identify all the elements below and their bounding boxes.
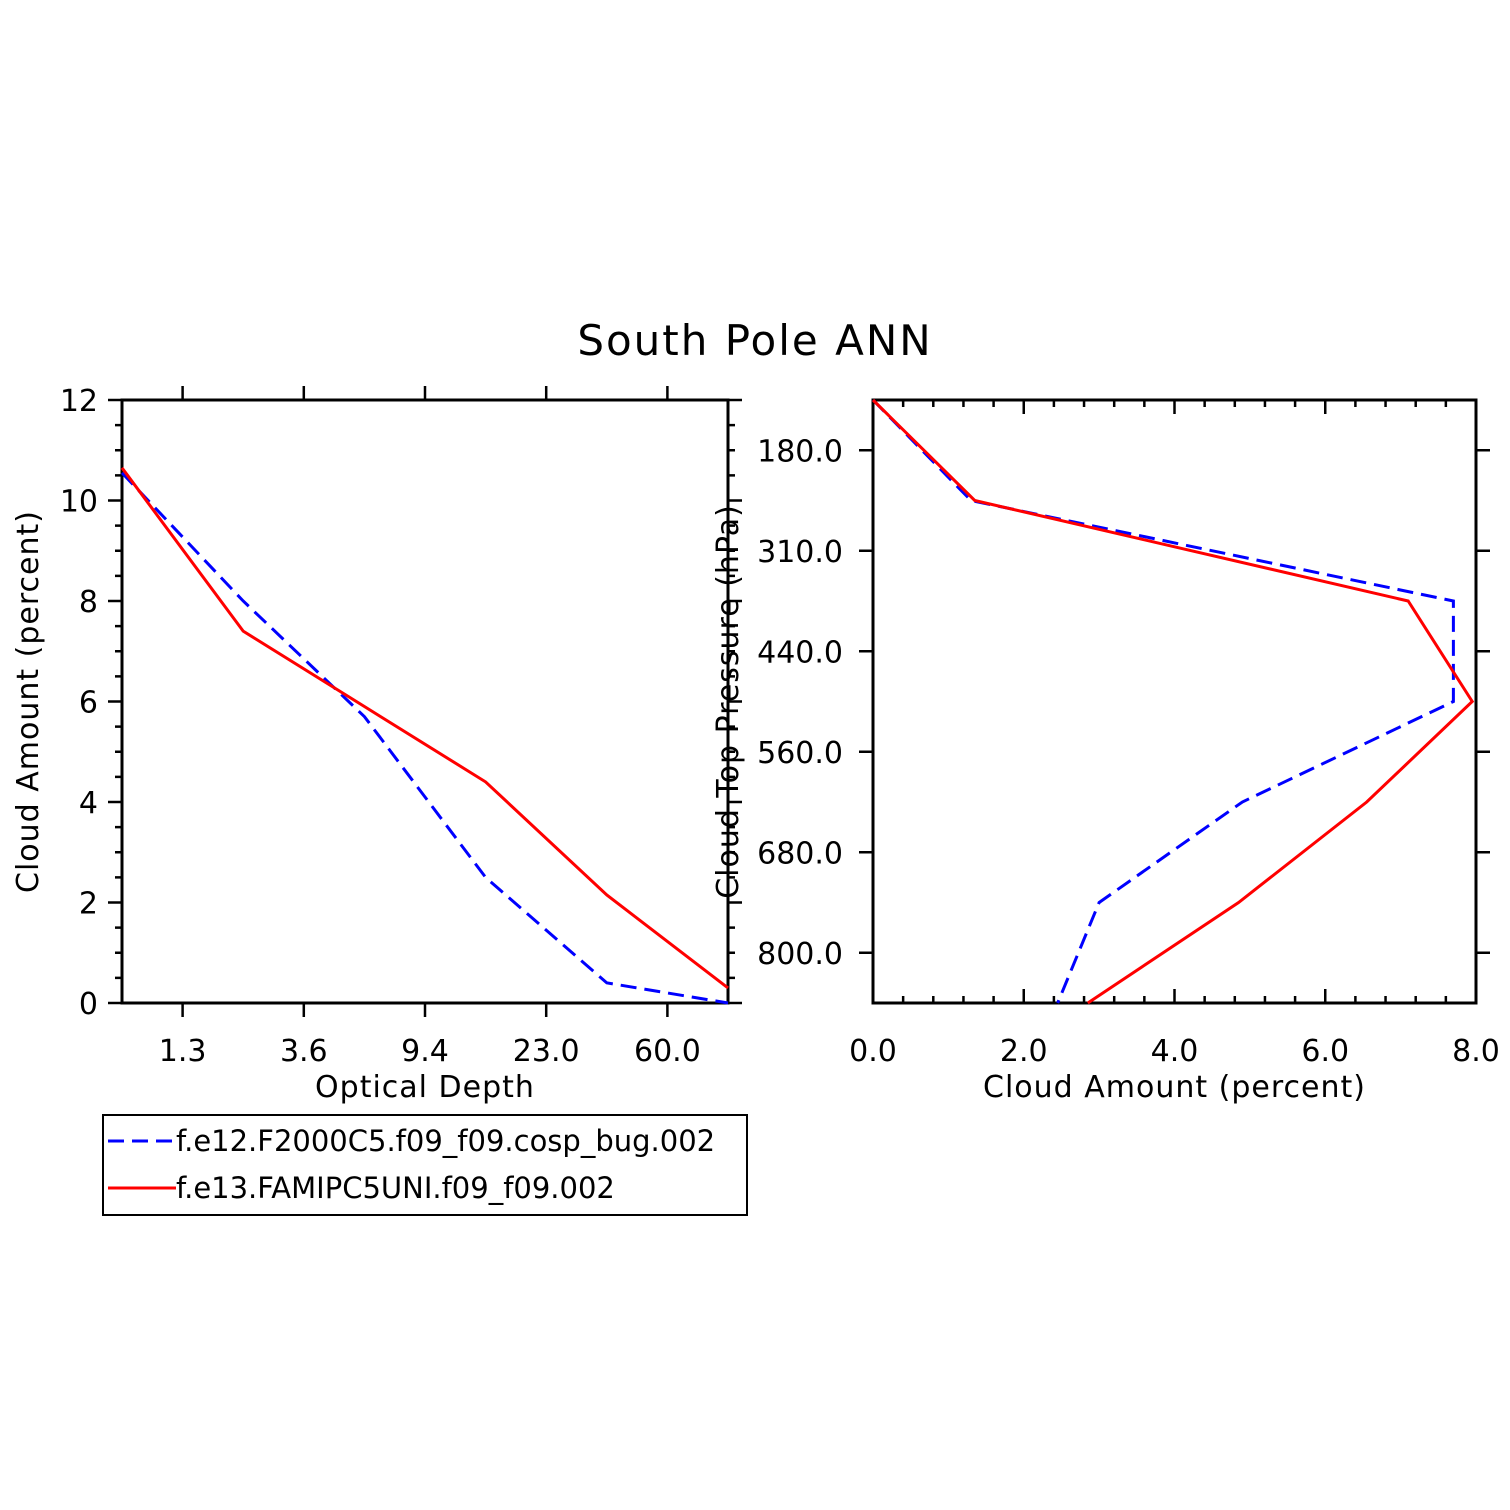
left-y-tick-label: 8 <box>79 585 98 620</box>
right-x-axis-label: Cloud Amount (percent) <box>983 1070 1366 1105</box>
left-series-line-1 <box>120 471 729 1005</box>
right-y-tick-label: 560.0 <box>757 736 843 771</box>
left-y-axis-label: Cloud Amount (percent) <box>11 510 46 893</box>
right-y-tick-label: 440.0 <box>757 635 843 670</box>
right-x-tick-label: 0.0 <box>849 1034 897 1069</box>
left-x-tick-label: 23.0 <box>513 1034 580 1069</box>
left-x-tick-label: 60.0 <box>634 1034 701 1069</box>
right-y-tick-label: 680.0 <box>757 836 843 871</box>
right-x-tick-label: 2.0 <box>1000 1034 1048 1069</box>
left-x-tick-label: 9.4 <box>401 1034 449 1069</box>
left-x-tick-label: 1.3 <box>159 1034 207 1069</box>
chart-title: South Pole ANN <box>577 316 932 365</box>
right-y-tick-label: 180.0 <box>757 434 843 469</box>
right-y-axis-label: Cloud Top Pressure (hPa) <box>711 504 746 899</box>
right-x-tick-label: 6.0 <box>1301 1034 1349 1069</box>
left-y-tick-label: 12 <box>60 384 98 419</box>
left-y-tick-label: 10 <box>60 485 98 520</box>
right-x-tick-label: 8.0 <box>1452 1034 1500 1069</box>
left-plot-frame <box>120 398 730 1005</box>
left-x-axis-label: Optical Depth <box>315 1070 535 1105</box>
right-series-line-1 <box>871 398 1455 1004</box>
right-series-line-2 <box>871 398 1475 1005</box>
legend-label-2: f.e13.FAMIPC5UNI.f09_f09.002 <box>176 1171 615 1205</box>
right-y-tick-label: 310.0 <box>757 535 843 570</box>
left-x-tick-label: 3.6 <box>280 1034 328 1069</box>
left-y-tick-label: 6 <box>79 686 98 721</box>
legend-label-1: f.e12.F2000C5.f09_f09.cosp_bug.002 <box>176 1124 715 1158</box>
right-y-tick-label: 800.0 <box>757 937 843 972</box>
left-y-tick-label: 4 <box>79 786 98 821</box>
right-x-tick-label: 4.0 <box>1151 1034 1199 1069</box>
left-series-line-2 <box>120 466 729 990</box>
left-y-tick-label: 2 <box>79 887 98 922</box>
legend-box <box>102 1114 748 1216</box>
left-y-tick-label: 0 <box>79 987 98 1022</box>
